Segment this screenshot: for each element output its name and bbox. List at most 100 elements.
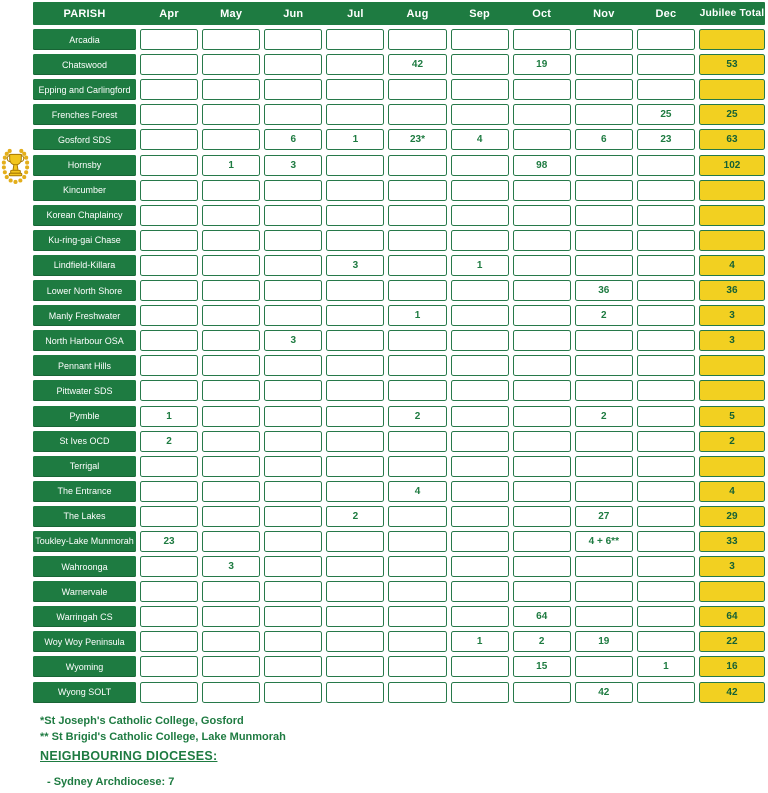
table-header: PARISH Apr May Jun Jul Aug Sep Oct Nov Dec Jubilee… bbox=[33, 2, 765, 25]
month-cell bbox=[264, 530, 323, 552]
column-header: Nov bbox=[593, 7, 615, 20]
month-cell bbox=[574, 229, 633, 251]
month-cell bbox=[140, 305, 199, 327]
month-cell bbox=[326, 330, 385, 352]
month-cell: 19 bbox=[574, 631, 633, 653]
month-cell bbox=[202, 455, 261, 477]
table-row: The Entrance 4 4 bbox=[33, 480, 765, 502]
month-cell bbox=[264, 104, 323, 126]
month-cell bbox=[326, 581, 385, 603]
month-cell bbox=[264, 380, 323, 402]
month-cell bbox=[264, 581, 323, 603]
month-cell bbox=[326, 455, 385, 477]
table-row: Lower North Shore 36 36 bbox=[33, 280, 765, 302]
month-cell bbox=[574, 104, 633, 126]
month-cell bbox=[326, 204, 385, 226]
month-cell bbox=[202, 631, 261, 653]
month-cell bbox=[388, 79, 447, 101]
month-cell bbox=[140, 154, 199, 176]
month-cell bbox=[388, 606, 447, 628]
parish-cell: Pymble bbox=[33, 405, 136, 427]
month-cell bbox=[512, 556, 571, 578]
month-cell: 6 bbox=[264, 129, 323, 151]
parish-cell: Lower North Shore bbox=[33, 280, 136, 302]
parish-cell: Pittwater SDS bbox=[33, 380, 136, 402]
month-cell bbox=[202, 305, 261, 327]
month-cell bbox=[512, 229, 571, 251]
month-cell bbox=[450, 29, 509, 51]
table-row: Woy Woy Peninsula 1 2 19 22 bbox=[33, 631, 765, 653]
month-cell: 2 bbox=[574, 405, 633, 427]
month-cell bbox=[264, 505, 323, 527]
month-cell: 2 bbox=[140, 430, 199, 452]
month-cell bbox=[140, 480, 199, 502]
month-cell bbox=[450, 656, 509, 678]
total-cell bbox=[698, 29, 765, 51]
month-cell bbox=[388, 330, 447, 352]
total-cell bbox=[698, 581, 765, 603]
month-cell: 98 bbox=[512, 154, 571, 176]
column-header: May bbox=[220, 7, 243, 20]
month-cell: 36 bbox=[574, 280, 633, 302]
month-cell bbox=[636, 355, 695, 377]
table-row: Arcadia bbox=[33, 29, 765, 51]
month-cell bbox=[140, 606, 199, 628]
total-cell bbox=[698, 229, 765, 251]
month-cell: 1 bbox=[326, 129, 385, 151]
month-cell bbox=[264, 556, 323, 578]
parish-cell: Korean Chaplaincy bbox=[33, 204, 136, 226]
month-cell bbox=[326, 405, 385, 427]
month-cell bbox=[326, 179, 385, 201]
footnote-gosford: *St Joseph's Catholic College, Gosford bbox=[40, 715, 244, 727]
month-cell bbox=[140, 581, 199, 603]
month-cell bbox=[512, 305, 571, 327]
month-cell bbox=[512, 204, 571, 226]
month-cell bbox=[326, 229, 385, 251]
month-cell: 23 bbox=[140, 530, 199, 552]
month-cell bbox=[264, 305, 323, 327]
month-cell: 23 bbox=[636, 129, 695, 151]
table-row: Toukley-Lake Munmorah 23 4 + 6** 33 bbox=[33, 530, 765, 552]
month-cell bbox=[450, 430, 509, 452]
table-row: Chatswood 42 19 53 bbox=[33, 54, 765, 76]
month-cell: 2 bbox=[574, 305, 633, 327]
parish-cell: Warringah CS bbox=[33, 606, 136, 628]
parish-cell: Gosford SDS bbox=[33, 129, 136, 151]
month-cell bbox=[264, 229, 323, 251]
table-row: Warnervale bbox=[33, 581, 765, 603]
month-cell bbox=[574, 480, 633, 502]
month-cell: 19 bbox=[512, 54, 571, 76]
table-row: Pittwater SDS bbox=[33, 380, 765, 402]
month-cell bbox=[450, 54, 509, 76]
total-cell: 22 bbox=[698, 631, 765, 653]
month-cell bbox=[574, 455, 633, 477]
month-cell bbox=[450, 405, 509, 427]
month-cell bbox=[636, 530, 695, 552]
month-cell bbox=[574, 54, 633, 76]
total-cell bbox=[698, 355, 765, 377]
table-row: North Harbour OSA 3 3 bbox=[33, 330, 765, 352]
month-cell bbox=[202, 330, 261, 352]
month-cell bbox=[264, 656, 323, 678]
month-cell bbox=[636, 79, 695, 101]
column-header: Oct bbox=[532, 7, 552, 20]
month-cell bbox=[326, 79, 385, 101]
table-row: Pymble 1 2 2 5 bbox=[33, 405, 765, 427]
month-cell: 4 bbox=[388, 480, 447, 502]
table-row: St Ives OCD 2 2 bbox=[33, 430, 765, 452]
month-cell bbox=[264, 179, 323, 201]
month-cell bbox=[574, 79, 633, 101]
month-cell bbox=[574, 179, 633, 201]
month-cell bbox=[140, 556, 199, 578]
total-cell: 3 bbox=[698, 556, 765, 578]
month-cell bbox=[512, 430, 571, 452]
month-cell: 42 bbox=[574, 681, 633, 703]
total-cell: 4 bbox=[698, 254, 765, 276]
month-cell bbox=[202, 129, 261, 151]
month-cell bbox=[202, 104, 261, 126]
column-header: Jubilee Total bbox=[699, 8, 765, 19]
month-cell bbox=[636, 681, 695, 703]
parish-cell: Kincumber bbox=[33, 179, 136, 201]
month-cell bbox=[264, 204, 323, 226]
month-cell bbox=[636, 254, 695, 276]
